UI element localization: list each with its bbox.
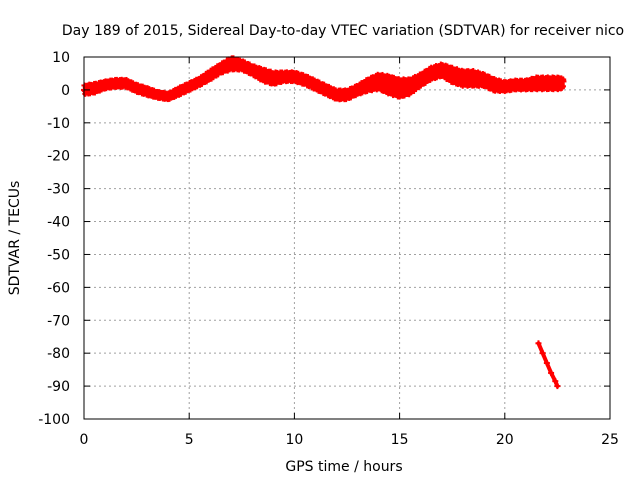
- x-tick-label: 25: [601, 432, 619, 448]
- x-tick-label: 5: [185, 432, 194, 448]
- y-tick-label: -70: [47, 313, 70, 329]
- gridlines: [84, 57, 610, 419]
- x-tick-label: 10: [285, 432, 303, 448]
- x-tick-label: 0: [80, 432, 89, 448]
- x-axis-title: GPS time / hours: [285, 459, 402, 475]
- y-tick-label: -10: [47, 116, 70, 132]
- axis-ticks: 0 5 10 15 20 25 10 0 -10 -20 -30 -40 -50 -60 -70 -80 -90…: [38, 50, 619, 448]
- y-tick-label: -50: [47, 247, 70, 263]
- y-tick-label: -20: [47, 149, 70, 165]
- y-tick-label: -90: [47, 379, 70, 395]
- y-tick-label: 10: [52, 50, 70, 66]
- x-tick-label: 15: [391, 432, 409, 448]
- y-tick-label: -40: [47, 215, 70, 231]
- y-tick-label: -30: [47, 182, 70, 198]
- chart-title: Day 189 of 2015, Sidereal Day-to-day VTE…: [62, 23, 624, 39]
- y-tick-label: -100: [38, 412, 70, 428]
- y-tick-label: -80: [47, 346, 70, 362]
- plot-frame: [83, 56, 611, 420]
- y-axis-title: SDTVAR / TECUs: [7, 181, 23, 296]
- x-tick-label: 20: [496, 432, 514, 448]
- y-tick-label: -60: [47, 280, 70, 296]
- y-tick-label: 0: [61, 83, 70, 99]
- data-points: [81, 55, 567, 390]
